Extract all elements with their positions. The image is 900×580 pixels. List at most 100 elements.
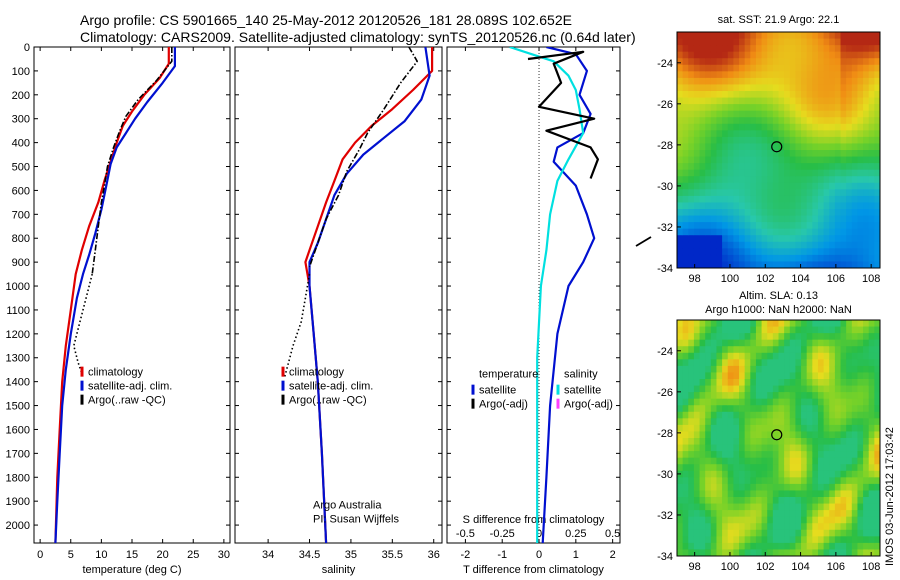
heatmap-cell [767, 58, 774, 66]
heatmap-cell [710, 542, 718, 551]
heatmap-cell [772, 235, 780, 243]
heatmap-cell [761, 365, 768, 374]
heatmap-cell [823, 215, 830, 223]
heatmap-cell [795, 209, 802, 217]
heatmap-cell [677, 451, 684, 459]
legend-label: Argo(..raw -QC) [289, 395, 367, 407]
y-tick-label: 500 [12, 162, 30, 174]
stray-tick-mark [635, 236, 652, 247]
heatmap-cell [688, 418, 695, 426]
heatmap-cell [761, 536, 768, 544]
heatmap-cell [727, 418, 734, 426]
heatmap-cell [846, 136, 853, 145]
heatmap-cell [772, 189, 780, 197]
heatmap-cell [755, 215, 763, 223]
heatmap-cell [874, 182, 880, 190]
heatmap-cell [840, 392, 847, 400]
heatmap-cell [750, 529, 757, 537]
heatmap-cell [722, 405, 729, 413]
heatmap-cell [744, 77, 751, 86]
heatmap-cell [823, 163, 830, 171]
heatmap-cell [834, 326, 842, 334]
heatmap-cell [677, 195, 684, 204]
heatmap-cell [829, 490, 836, 498]
heatmap-cell [795, 451, 802, 459]
heatmap-cell [722, 176, 729, 184]
heatmap-cell [789, 110, 797, 118]
heatmap-cell [829, 130, 836, 138]
heatmap-cell [693, 320, 701, 328]
heatmap-cell [857, 64, 864, 72]
heatmap-cell [677, 130, 684, 138]
heatmap-cell [739, 352, 746, 360]
heatmap-cell [851, 438, 859, 446]
heatmap-cell [750, 457, 757, 465]
heatmap-cell [750, 235, 757, 243]
heatmap-cell [761, 451, 768, 459]
heatmap-cell [801, 392, 808, 400]
heatmap-cell [716, 385, 723, 393]
heatmap-cell [863, 503, 870, 511]
heatmap-cell [750, 176, 757, 184]
heatmap-cell [863, 320, 870, 328]
heatmap-cell [846, 320, 853, 328]
heatmap-cell [778, 536, 785, 544]
heatmap-cell [688, 58, 695, 66]
heatmap-cell [677, 261, 684, 268]
heatmap-cell [750, 477, 757, 485]
heatmap-cell [868, 470, 875, 478]
heatmap-cell [682, 38, 689, 46]
x-tick-label: 108 [862, 273, 880, 285]
heatmap-cell [767, 483, 774, 492]
heatmap-cell [677, 163, 684, 171]
heatmap-cell [834, 248, 842, 256]
heatmap-cell [767, 64, 774, 72]
heatmap-cell [767, 104, 774, 112]
heatmap-cell [722, 497, 729, 505]
heatmap-cell [823, 470, 830, 478]
heatmap-cell [834, 77, 842, 86]
heatmap-cell [739, 346, 746, 354]
heatmap-cell [834, 444, 842, 452]
heatmap-cell [823, 241, 830, 249]
heatmap-cell [778, 163, 785, 171]
heatmap-cell [699, 365, 706, 374]
heatmap-cell [829, 156, 836, 164]
heatmap-cell [772, 32, 780, 40]
heatmap-cell [784, 38, 791, 46]
heatmap-cell [677, 346, 684, 354]
heatmap-cell [744, 248, 751, 256]
heatmap-cell [846, 248, 853, 256]
heatmap-cell [795, 150, 802, 158]
heatmap-cell [705, 38, 712, 46]
heatmap-cell [840, 261, 847, 268]
heatmap-cell [716, 523, 723, 531]
heatmap-cell [863, 542, 870, 551]
y-tick-label: 700 [12, 209, 30, 221]
heatmap-cell [716, 405, 723, 413]
heatmap-cell [699, 516, 706, 524]
heatmap-cell [710, 123, 718, 131]
heatmap-cell [772, 372, 780, 380]
heatmap-cell [761, 398, 768, 406]
heatmap-cell [789, 392, 797, 400]
heatmap-cell [727, 451, 734, 459]
heatmap-cell [682, 372, 689, 380]
heatmap-cell [812, 497, 819, 505]
heatmap-cell [772, 431, 780, 439]
heatmap-cell [806, 385, 813, 393]
heatmap-cell [829, 189, 836, 197]
heatmap-cell [863, 490, 870, 498]
heatmap-cell [840, 536, 847, 544]
heatmap-cell [823, 117, 830, 125]
heatmap-cell [727, 176, 734, 184]
heatmap-cell [767, 182, 774, 190]
heatmap-cell [755, 254, 763, 263]
heatmap-cell [823, 490, 830, 498]
heatmap-cell [710, 346, 718, 354]
heatmap-cell [710, 169, 718, 177]
heatmap-cell [795, 195, 802, 204]
heatmap-cell [778, 372, 785, 380]
heatmap-cell [688, 241, 695, 249]
heatmap-cell [705, 51, 712, 59]
